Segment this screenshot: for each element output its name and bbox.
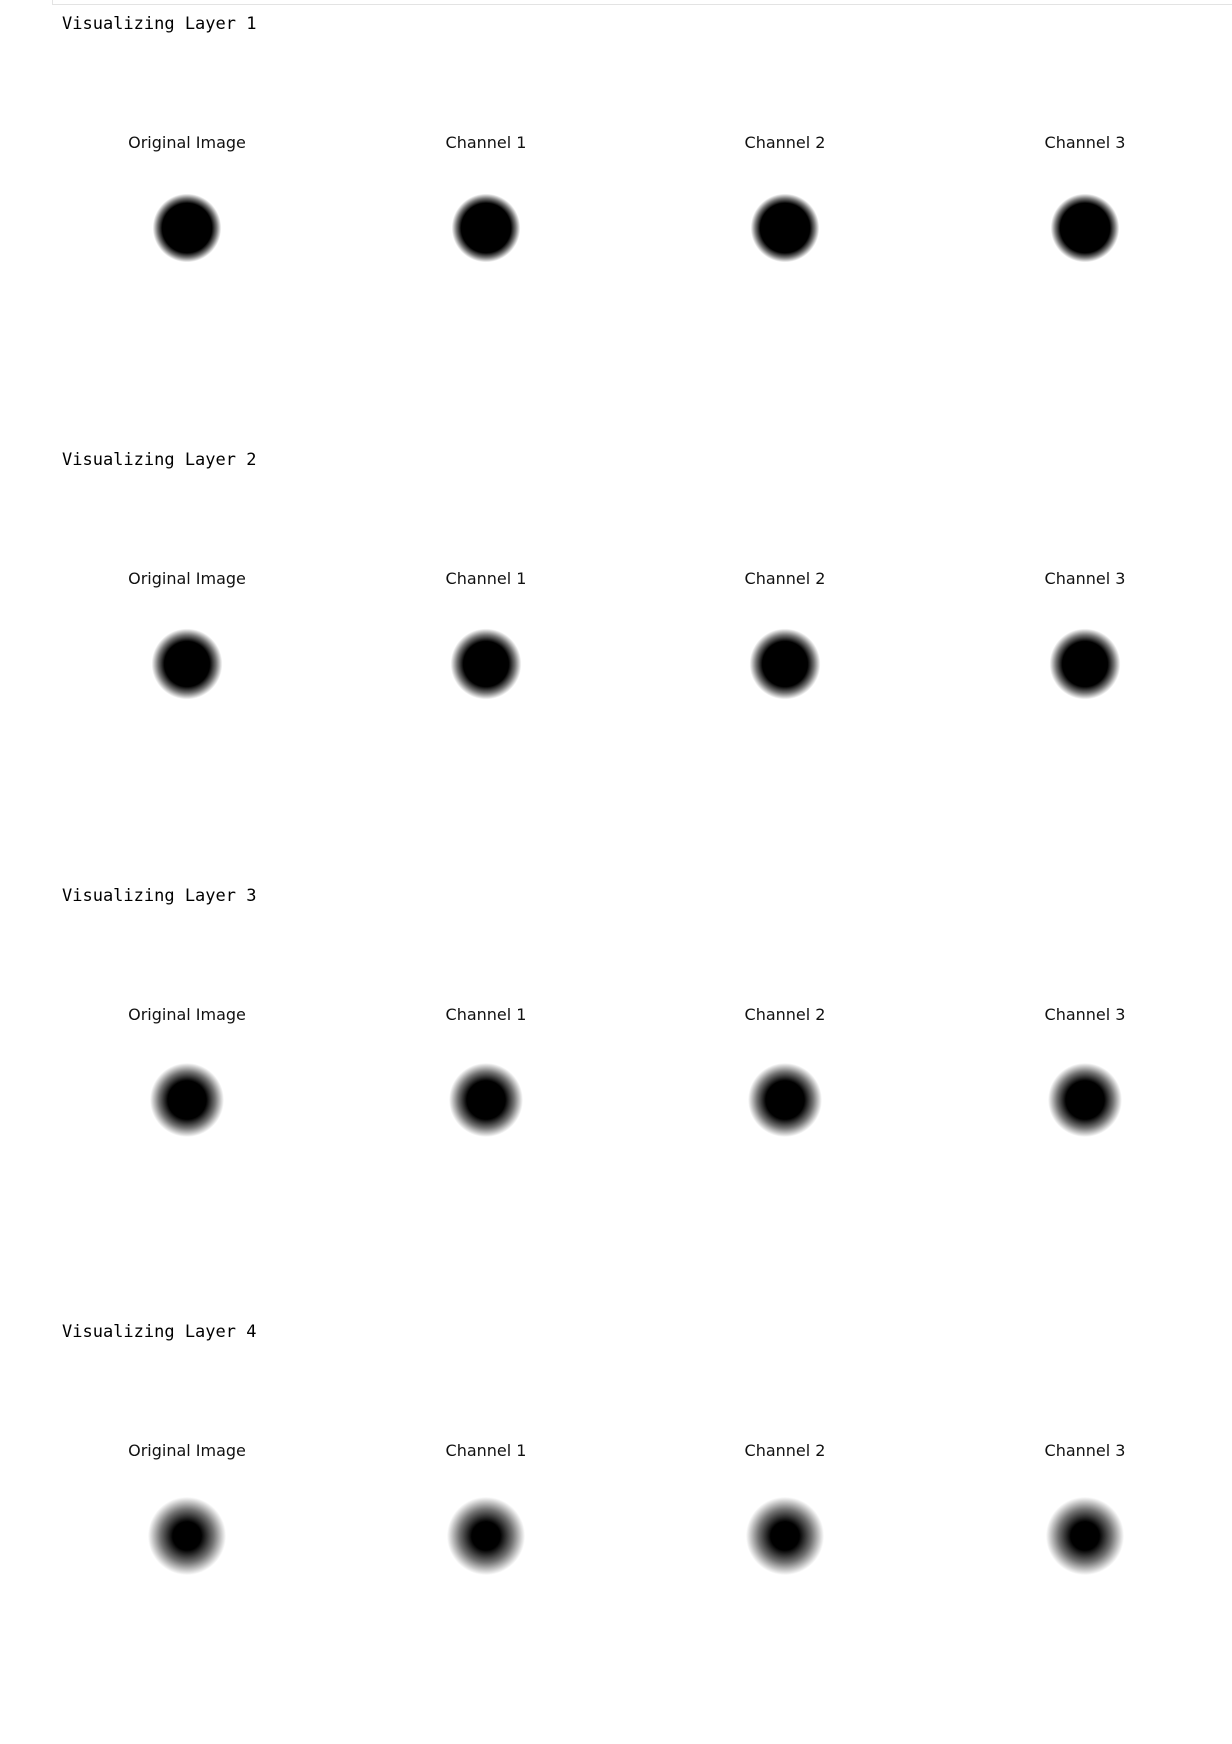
panel-title: Channel 3 bbox=[1044, 133, 1126, 152]
blob-image bbox=[1050, 193, 1120, 263]
panel-title: Channel 1 bbox=[445, 133, 527, 152]
blob-shape bbox=[1045, 1496, 1125, 1576]
blob-shape bbox=[745, 1496, 825, 1576]
blob-shape bbox=[446, 1496, 526, 1576]
blob-shape bbox=[449, 1063, 523, 1137]
blob-image bbox=[450, 628, 522, 700]
blob-image bbox=[152, 193, 222, 263]
layer-3-output: Visualizing Layer 3 Original Image Chann… bbox=[0, 872, 1232, 1308]
layer-1-channel-3-panel: Channel 3 bbox=[965, 128, 1205, 288]
layer-4-original-panel: Original Image bbox=[67, 1436, 307, 1596]
blob-image bbox=[451, 193, 521, 263]
panel-title: Original Image bbox=[128, 569, 246, 588]
blob-image bbox=[150, 1063, 224, 1137]
blob-image bbox=[1045, 1496, 1125, 1576]
layer-3-channel-1-panel: Channel 1 bbox=[366, 1000, 606, 1160]
blob-image bbox=[745, 1496, 825, 1576]
layer-1-channel-2-panel: Channel 2 bbox=[665, 128, 905, 288]
layer-1-original-panel: Original Image bbox=[67, 128, 307, 288]
layer-2-heading: Visualizing Layer 2 bbox=[62, 450, 257, 470]
panel-title: Channel 2 bbox=[744, 1441, 826, 1460]
layer-2-channel-1-panel: Channel 1 bbox=[366, 564, 606, 724]
blob-shape bbox=[451, 193, 521, 263]
blob-shape bbox=[151, 628, 223, 700]
blob-image bbox=[1048, 1063, 1122, 1137]
panel-title: Original Image bbox=[128, 1441, 246, 1460]
layer-3-channel-2-panel: Channel 2 bbox=[665, 1000, 905, 1160]
panel-title: Channel 3 bbox=[1044, 569, 1126, 588]
panel-title: Original Image bbox=[128, 133, 246, 152]
panel-title: Original Image bbox=[128, 1005, 246, 1024]
layer-1-heading: Visualizing Layer 1 bbox=[62, 14, 257, 34]
blob-shape bbox=[749, 628, 821, 700]
panel-title: Channel 2 bbox=[744, 1005, 826, 1024]
panel-title: Channel 3 bbox=[1044, 1441, 1126, 1460]
layer-4-heading: Visualizing Layer 4 bbox=[62, 1322, 257, 1342]
panel-title: Channel 2 bbox=[744, 569, 826, 588]
blob-image bbox=[449, 1063, 523, 1137]
blob-shape bbox=[1049, 628, 1121, 700]
blob-shape bbox=[150, 1063, 224, 1137]
blob-image bbox=[1049, 628, 1121, 700]
blob-shape bbox=[147, 1496, 227, 1576]
layer-2-output: Visualizing Layer 2 Original Image Chann… bbox=[0, 436, 1232, 872]
blob-shape bbox=[450, 628, 522, 700]
blob-image bbox=[748, 1063, 822, 1137]
blob-shape bbox=[152, 193, 222, 263]
layer-3-channel-3-panel: Channel 3 bbox=[965, 1000, 1205, 1160]
blob-shape bbox=[1048, 1063, 1122, 1137]
blob-shape bbox=[750, 193, 820, 263]
layer-4-channel-1-panel: Channel 1 bbox=[366, 1436, 606, 1596]
layer-4-channel-2-panel: Channel 2 bbox=[665, 1436, 905, 1596]
blob-image bbox=[749, 628, 821, 700]
blob-image bbox=[750, 193, 820, 263]
blob-shape bbox=[1050, 193, 1120, 263]
layer-3-original-panel: Original Image bbox=[67, 1000, 307, 1160]
layer-2-original-panel: Original Image bbox=[67, 564, 307, 724]
layer-1-output: Visualizing Layer 1 Original Image Chann… bbox=[0, 0, 1232, 436]
layer-4-output: Visualizing Layer 4 Original Image Chann… bbox=[0, 1308, 1232, 1744]
layer-1-channel-1-panel: Channel 1 bbox=[366, 128, 606, 288]
blob-image bbox=[147, 1496, 227, 1576]
panel-title: Channel 1 bbox=[445, 1441, 527, 1460]
panel-title: Channel 1 bbox=[445, 569, 527, 588]
cell-input-border bbox=[52, 0, 1232, 5]
blob-shape bbox=[748, 1063, 822, 1137]
panel-title: Channel 3 bbox=[1044, 1005, 1126, 1024]
blob-image bbox=[446, 1496, 526, 1576]
panel-title: Channel 2 bbox=[744, 133, 826, 152]
layer-4-channel-3-panel: Channel 3 bbox=[965, 1436, 1205, 1596]
panel-title: Channel 1 bbox=[445, 1005, 527, 1024]
blob-image bbox=[151, 628, 223, 700]
layer-3-heading: Visualizing Layer 3 bbox=[62, 886, 257, 906]
layer-2-channel-3-panel: Channel 3 bbox=[965, 564, 1205, 724]
layer-2-channel-2-panel: Channel 2 bbox=[665, 564, 905, 724]
